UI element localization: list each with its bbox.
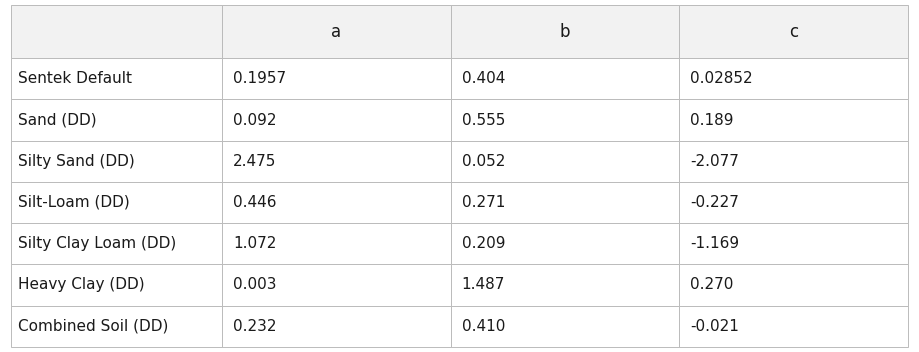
Text: 0.271: 0.271 — [461, 195, 505, 210]
Bar — [450, 182, 679, 223]
Bar — [11, 223, 221, 264]
Text: 0.003: 0.003 — [233, 277, 277, 293]
Bar — [679, 58, 908, 99]
Text: -2.077: -2.077 — [690, 154, 739, 169]
Text: 0.446: 0.446 — [233, 195, 277, 210]
Bar — [679, 182, 908, 223]
Bar — [679, 99, 908, 141]
Text: b: b — [560, 23, 570, 41]
Bar — [450, 141, 679, 182]
Bar — [450, 264, 679, 306]
Bar — [221, 58, 450, 99]
Text: 0.02852: 0.02852 — [690, 71, 753, 86]
Bar — [679, 264, 908, 306]
Bar — [679, 141, 908, 182]
Bar — [221, 141, 450, 182]
Text: 0.270: 0.270 — [690, 277, 733, 293]
Text: 0.189: 0.189 — [690, 113, 733, 127]
Bar — [450, 306, 679, 347]
Bar — [450, 58, 679, 99]
Bar — [679, 223, 908, 264]
Text: -0.021: -0.021 — [690, 319, 739, 334]
Bar — [221, 5, 450, 58]
Bar — [221, 99, 450, 141]
Text: Combined Soil (DD): Combined Soil (DD) — [18, 319, 169, 334]
Text: -1.169: -1.169 — [690, 236, 740, 251]
Bar — [11, 306, 221, 347]
Bar — [11, 99, 221, 141]
Bar — [221, 264, 450, 306]
Text: Silt-Loam (DD): Silt-Loam (DD) — [18, 195, 130, 210]
Text: 0.052: 0.052 — [461, 154, 505, 169]
Bar — [11, 141, 221, 182]
Text: 2.475: 2.475 — [233, 154, 277, 169]
Bar — [450, 99, 679, 141]
Bar — [450, 5, 679, 58]
Bar — [11, 58, 221, 99]
Text: 0.232: 0.232 — [233, 319, 277, 334]
Text: 0.1957: 0.1957 — [233, 71, 286, 86]
Bar — [679, 5, 908, 58]
Text: 1.487: 1.487 — [461, 277, 505, 293]
Bar — [679, 306, 908, 347]
Bar — [11, 182, 221, 223]
Bar — [11, 264, 221, 306]
Text: Sand (DD): Sand (DD) — [18, 113, 97, 127]
Text: 0.404: 0.404 — [461, 71, 505, 86]
Bar — [221, 306, 450, 347]
Text: 0.410: 0.410 — [461, 319, 505, 334]
Text: 0.555: 0.555 — [461, 113, 505, 127]
Bar — [11, 5, 221, 58]
Bar — [221, 182, 450, 223]
Bar — [450, 223, 679, 264]
Text: 1.072: 1.072 — [233, 236, 277, 251]
Text: a: a — [331, 23, 341, 41]
Text: -0.227: -0.227 — [690, 195, 739, 210]
Bar — [221, 223, 450, 264]
Text: Sentek Default: Sentek Default — [18, 71, 132, 86]
Text: 0.092: 0.092 — [233, 113, 277, 127]
Text: Silty Sand (DD): Silty Sand (DD) — [18, 154, 135, 169]
Text: 0.209: 0.209 — [461, 236, 505, 251]
Text: c: c — [789, 23, 799, 41]
Text: Heavy Clay (DD): Heavy Clay (DD) — [18, 277, 145, 293]
Text: Silty Clay Loam (DD): Silty Clay Loam (DD) — [18, 236, 176, 251]
